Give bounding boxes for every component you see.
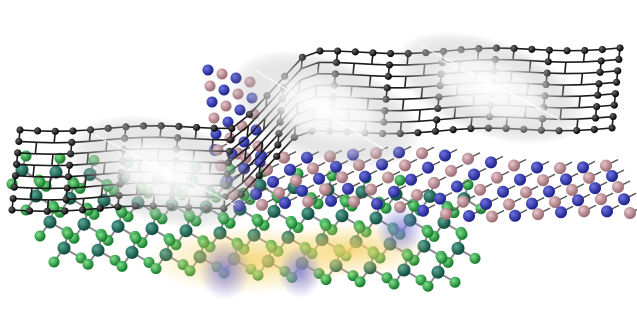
light-glow-effects <box>145 206 430 300</box>
graphene-sheet <box>8 31 624 230</box>
